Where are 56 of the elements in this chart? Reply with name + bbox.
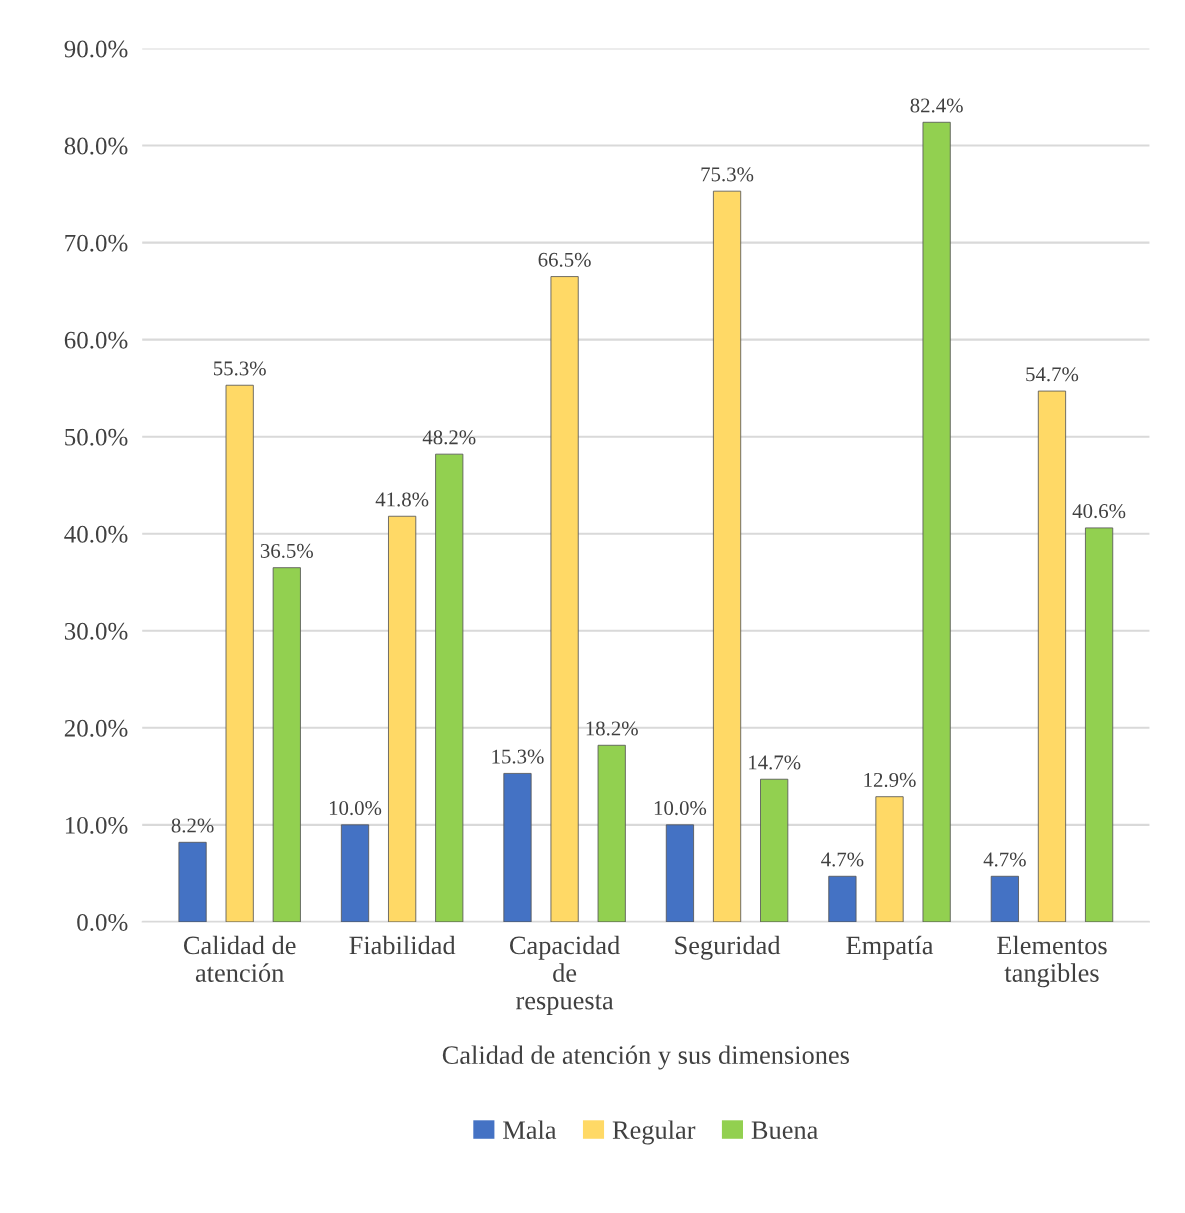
bar xyxy=(665,824,695,922)
data-label: 8.2% xyxy=(171,818,214,833)
y-tick-label: 60.0% xyxy=(64,331,128,349)
bar xyxy=(435,453,464,922)
x-tick-label: Calidad de atención xyxy=(183,935,296,982)
data-label: 36.5% xyxy=(260,543,313,558)
bar xyxy=(875,796,904,922)
legend-label: Regular xyxy=(612,1120,696,1145)
y-tick-label: 90.0% xyxy=(64,40,128,58)
data-label: 54.7% xyxy=(1026,367,1079,382)
bar xyxy=(272,567,301,922)
data-label: 18.2% xyxy=(586,721,638,736)
x-tick-label: Elementos tangibles xyxy=(997,935,1107,988)
y-tick-label: 10.0% xyxy=(65,816,128,834)
y-tick-label: 0.0% xyxy=(77,913,128,931)
x-axis-title: Calidad de atención y sus dimensiones xyxy=(442,1045,849,1070)
y-tick-label: 40.0% xyxy=(64,525,128,543)
bar xyxy=(712,190,742,922)
y-tick-label: 30.0% xyxy=(64,622,128,640)
bar xyxy=(225,384,254,922)
data-label: 66.5% xyxy=(538,252,591,267)
x-tick-label: Empatía xyxy=(846,935,934,960)
y-tick-label: 20.0% xyxy=(64,719,128,737)
bar xyxy=(178,841,207,922)
legend-label: Buena xyxy=(751,1121,818,1140)
data-label: 4.7% xyxy=(821,852,864,867)
y-tick-label: 50.0% xyxy=(65,428,128,446)
bar xyxy=(760,778,789,922)
data-label: 4.7% xyxy=(983,852,1026,867)
bar xyxy=(340,824,370,922)
bar xyxy=(503,772,532,922)
data-label: 48.2% xyxy=(422,430,476,445)
x-tick-label: Fiabilidad xyxy=(349,935,456,955)
data-label: 41.8% xyxy=(375,492,429,507)
data-label: 10.0% xyxy=(329,800,382,816)
data-label: 14.7% xyxy=(749,755,801,770)
y-tick-label: 80.0% xyxy=(64,137,128,155)
data-label: 15.3% xyxy=(492,749,544,764)
data-label: 40.6% xyxy=(1072,504,1126,519)
x-tick-label: Capacidad de respuesta xyxy=(509,935,620,1015)
bar xyxy=(922,121,951,922)
data-label: 82.4% xyxy=(910,98,963,113)
bar xyxy=(1085,527,1114,922)
legend-label: Mala xyxy=(503,1120,557,1140)
x-tick-label: Seguridad xyxy=(675,935,781,960)
data-label: 55.3% xyxy=(213,361,266,376)
bar xyxy=(990,875,1019,922)
data-label: 75.3% xyxy=(701,167,754,182)
bar xyxy=(1037,390,1067,922)
data-label: 10.0% xyxy=(654,800,707,816)
bar xyxy=(388,515,417,922)
bar xyxy=(597,744,626,922)
y-tick-label: 70.0% xyxy=(65,234,128,252)
bar xyxy=(828,875,857,922)
bar xyxy=(550,276,579,922)
data-label: 12.9% xyxy=(864,772,916,787)
